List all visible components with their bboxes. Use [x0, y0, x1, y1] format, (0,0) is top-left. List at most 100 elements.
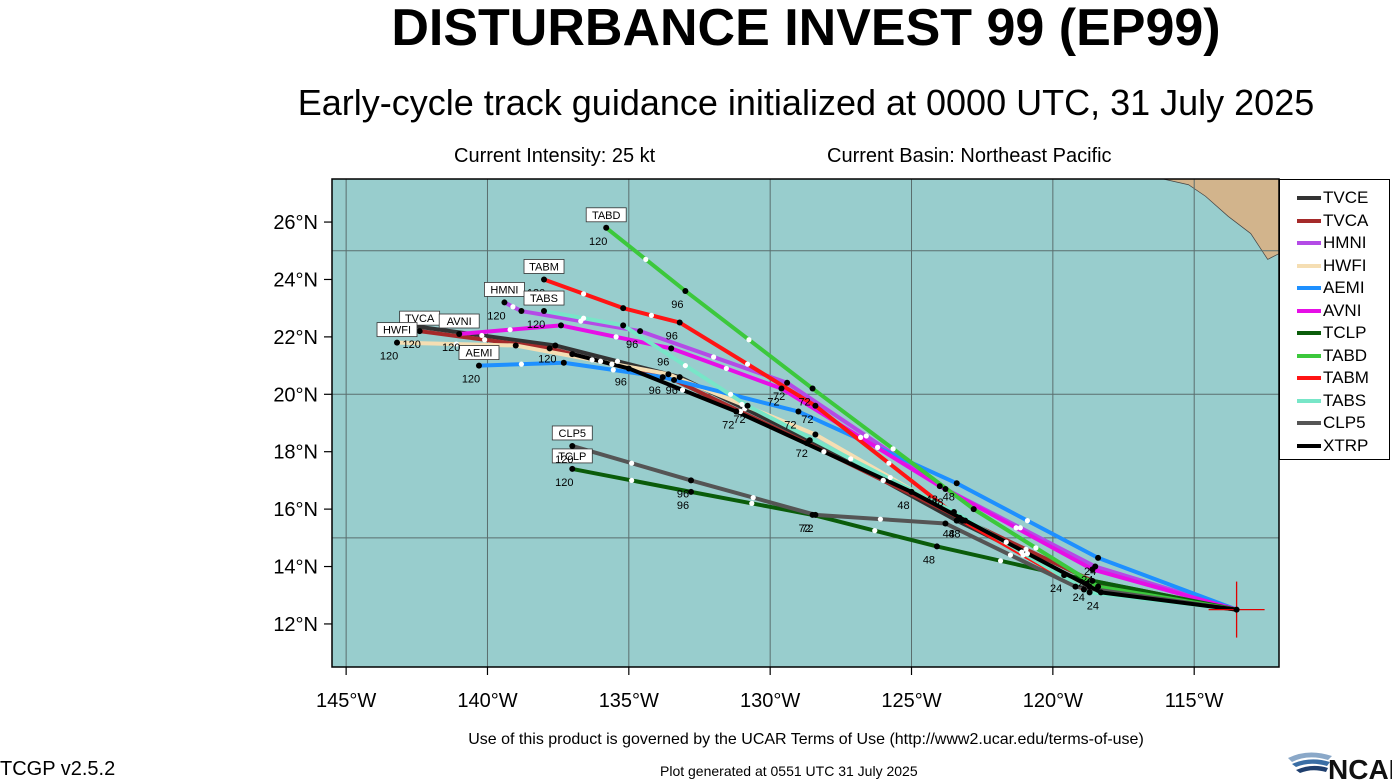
track-point-minor: [886, 460, 892, 466]
center-point: [1233, 606, 1240, 613]
track-point-minor: [507, 327, 513, 333]
track-point-minor: [821, 449, 827, 455]
model-label: HMNI: [490, 284, 518, 296]
legend-item-tabd: TABD: [1280, 344, 1390, 366]
forecast-hour-label: 96: [666, 385, 678, 397]
y-tick-label: 14°N: [273, 557, 318, 579]
track-point: [1086, 583, 1093, 590]
track-point: [809, 385, 816, 392]
forecast-hour-label: 96: [626, 339, 638, 351]
track-point: [668, 345, 675, 352]
track-point-minor: [1007, 552, 1014, 558]
forecast-hour-label: 96: [671, 299, 683, 311]
track-point-minor: [1019, 549, 1025, 555]
x-tick-label: 135°W: [599, 690, 659, 712]
track-point: [908, 488, 915, 495]
forecast-hour-label: 24: [1078, 577, 1090, 589]
forecast-hour-label: 48: [923, 554, 935, 566]
x-tick-label: 120°W: [1023, 690, 1083, 712]
legend-swatch: [1297, 241, 1321, 245]
current-intensity: Current Intensity: 25 kt: [454, 145, 656, 167]
track-point-minor: [510, 304, 516, 310]
legend-swatch: [1297, 196, 1321, 200]
track-point-minor: [629, 477, 635, 484]
track-point-minor: [848, 456, 854, 462]
forecast-hour-label: 96: [649, 385, 661, 397]
legend-label: CLP5: [1323, 413, 1366, 432]
legend: TVCE TVCA HMNI HWFI AEMI AVNI TCLP TABD TABM TABS…: [1279, 179, 1390, 460]
forecast-hour-label: 72: [722, 420, 734, 432]
track-point: [541, 276, 548, 283]
forecast-hour-label: 96: [666, 331, 678, 343]
legend-item-hmni: HMNI: [1280, 231, 1390, 253]
track-point-minor: [580, 315, 587, 321]
chart-title: DISTURBANCE INVEST 99 (EP99): [391, 0, 1221, 57]
track-point: [569, 442, 576, 449]
track-point: [456, 331, 463, 338]
forecast-hour-label: 72: [798, 523, 810, 535]
track-point-minor: [479, 332, 485, 339]
y-tick-label: 16°N: [273, 499, 318, 521]
track-point: [688, 477, 695, 484]
legend-label: TABS: [1323, 390, 1367, 410]
track-point-minor: [877, 516, 884, 522]
track-point-minor: [482, 337, 488, 343]
track-point: [784, 379, 791, 386]
track-point: [475, 362, 482, 369]
track-point: [1089, 566, 1096, 573]
track-point: [665, 371, 672, 378]
track-point: [603, 224, 610, 231]
forecast-hour-label: 120: [527, 319, 545, 331]
y-tick-label: 26°N: [273, 212, 318, 234]
track-point-minor: [629, 460, 635, 466]
track-point: [637, 328, 644, 335]
forecast-hour-label: 48: [943, 491, 955, 503]
forecast-hour-label: 120: [462, 374, 480, 386]
legend-swatch: [1297, 421, 1321, 425]
track-point: [812, 431, 819, 438]
model-label-box: [376, 322, 418, 338]
track-point-minor: [1003, 539, 1009, 545]
y-tick-label: 22°N: [273, 327, 318, 349]
track-point: [795, 408, 802, 415]
model-label: TCLP: [558, 451, 586, 463]
track-point: [394, 339, 401, 346]
track-point: [1095, 554, 1102, 561]
legend-swatch: [1297, 218, 1321, 223]
track-point: [744, 402, 751, 409]
model-label: TABD: [592, 210, 621, 222]
model-label: CLP5: [559, 428, 587, 440]
track-point-minor: [610, 367, 616, 373]
legend-swatch: [1297, 263, 1321, 268]
track-point: [803, 440, 810, 447]
track-point: [1095, 583, 1102, 590]
track-point-minor: [863, 433, 869, 439]
track-point-minor: [613, 334, 619, 340]
forecast-hour-label: 96: [677, 488, 689, 500]
track-point: [970, 506, 977, 513]
track-point-minor: [739, 401, 745, 407]
forecast-hour-label: 120: [555, 454, 573, 466]
track-point: [676, 374, 683, 381]
forecast-hour-label: 72: [784, 420, 796, 432]
forecast-hour-label: 48: [931, 497, 943, 509]
legend-item-hwfi: HWFI: [1280, 254, 1390, 276]
track-point-minor: [749, 500, 755, 506]
track-point: [778, 385, 785, 392]
legend-label: XTRP: [1323, 435, 1369, 455]
legend-swatch: [1297, 398, 1321, 403]
track-point: [812, 402, 819, 409]
track-point-minor: [614, 358, 621, 364]
track-point: [1061, 572, 1068, 579]
track-point-minor: [737, 408, 744, 415]
forecast-hour-label: 72: [798, 397, 810, 409]
forecast-hour-label: 72: [733, 414, 745, 426]
track-point: [959, 517, 966, 524]
track-point: [560, 359, 567, 366]
forecast-hour-label: 48: [943, 529, 955, 541]
legend-label: TABM: [1323, 368, 1369, 387]
track-point-minor: [858, 434, 864, 440]
track-point-minor: [580, 291, 587, 297]
track-point: [569, 465, 576, 472]
track-point: [950, 508, 957, 515]
